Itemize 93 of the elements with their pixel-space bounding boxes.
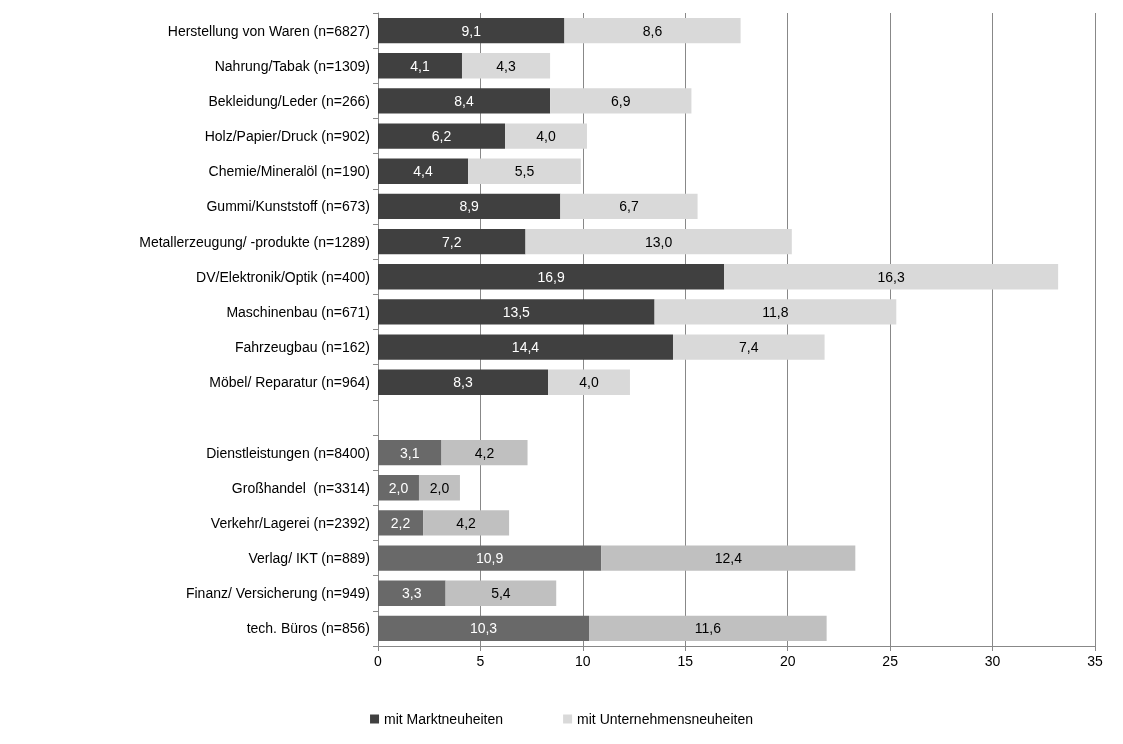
data-label: 8,9 xyxy=(459,198,480,215)
bar xyxy=(550,88,692,114)
data-label: 11,6 xyxy=(694,620,722,637)
bar xyxy=(378,580,446,606)
data-label: 8,3 xyxy=(453,374,473,391)
data-label: 6,2 xyxy=(431,128,452,145)
bar xyxy=(461,53,551,79)
x-tick-label: 30 xyxy=(984,653,1001,669)
data-label: 5,5 xyxy=(514,163,535,180)
data-label: 16,9 xyxy=(537,268,565,285)
y-tick-label: Dienstleistungen (n=8400) xyxy=(206,444,370,461)
data-label: 6,9 xyxy=(611,92,631,109)
y-tick-label: Chemie/Mineralöl (n=190) xyxy=(208,163,370,180)
bar xyxy=(601,545,856,571)
x-tick-label: 10 xyxy=(575,653,591,669)
data-label: 11,8 xyxy=(762,303,789,320)
bar xyxy=(445,580,557,606)
data-label: 3,3 xyxy=(402,585,422,602)
bar xyxy=(441,439,528,466)
data-label: 4,4 xyxy=(413,163,434,180)
data-label: 4,2 xyxy=(456,514,477,531)
bar xyxy=(378,88,551,114)
data-label: 4,2 xyxy=(474,444,495,461)
bar xyxy=(378,123,506,149)
bar xyxy=(378,334,673,360)
bar xyxy=(378,17,565,44)
data-label: 9,1 xyxy=(461,22,482,39)
bar xyxy=(525,228,792,255)
bar xyxy=(378,193,561,220)
data-label: 5,4 xyxy=(491,585,511,602)
data-label: 4,0 xyxy=(579,374,599,391)
y-tick-label: Nahrung/Tabak (n=1309) xyxy=(214,57,370,74)
bar xyxy=(378,545,602,571)
y-tick-label: Finanz/ Versicherung (n=949) xyxy=(185,585,370,602)
y-tick-label: tech. Büros (n=856) xyxy=(246,620,370,637)
data-label: 8,4 xyxy=(454,92,474,109)
bar xyxy=(589,615,827,642)
bar xyxy=(378,299,655,325)
data-label: 16,3 xyxy=(877,268,905,285)
bar xyxy=(378,228,526,255)
x-tick-label: 25 xyxy=(882,653,899,669)
bar xyxy=(724,264,1059,290)
bar xyxy=(564,17,741,44)
data-label: 6,7 xyxy=(619,198,639,215)
data-label: 3,1 xyxy=(400,444,420,461)
bar xyxy=(378,615,589,642)
data-label: 4,3 xyxy=(496,57,516,74)
y-tick-label: Holz/Papier/Druck (n=902) xyxy=(204,128,370,145)
x-tick-label: 35 xyxy=(1087,653,1103,669)
data-label: 7,2 xyxy=(442,233,462,250)
y-tick-label: Großhandel (n=3314) xyxy=(231,479,370,496)
y-tick-label: Bekleidung/Leder (n=266) xyxy=(208,92,370,109)
data-label: 10,9 xyxy=(476,550,504,567)
data-label: 8,6 xyxy=(642,22,663,39)
y-tick-label: Metallerzeugung/ -produkte (n=1289) xyxy=(139,233,370,250)
y-tick-label: Maschinenbau (n=671) xyxy=(226,303,370,320)
data-label: 14,4 xyxy=(511,339,540,356)
x-tick-label: 20 xyxy=(779,653,796,669)
legend-label: mit Marktneuheiten xyxy=(384,711,504,727)
data-label: 7,4 xyxy=(739,339,759,356)
data-label: 10,3 xyxy=(469,620,498,637)
bar xyxy=(654,299,897,325)
bar xyxy=(378,439,442,466)
bar xyxy=(560,193,698,220)
bar xyxy=(423,510,510,536)
y-tick-label: DV/Elektronik/Optik (n=400) xyxy=(196,268,370,285)
bar xyxy=(378,53,462,79)
y-tick-label: Gummi/Kunststoff (n=673) xyxy=(206,198,370,215)
y-tick-label: Verlag/ IKT (n=889) xyxy=(248,550,370,567)
data-label: 2,0 xyxy=(388,479,409,496)
y-tick-label: Verkehr/Lagerei (n=2392) xyxy=(210,514,370,531)
bar xyxy=(468,158,581,184)
y-tick-label: Fahrzeugbau (n=162) xyxy=(234,339,370,356)
y-tick-label: Möbel/ Reparatur (n=964) xyxy=(209,374,370,391)
bar xyxy=(505,123,587,149)
bar xyxy=(548,369,630,395)
legend-label: mit Unternehmensneuheiten xyxy=(577,711,753,727)
y-tick-label: Herstellung von Waren (n=6827) xyxy=(167,22,370,39)
data-label: 12,4 xyxy=(714,550,743,567)
bar xyxy=(378,369,549,395)
data-label: 4,1 xyxy=(410,57,430,74)
data-label: 13,5 xyxy=(502,303,531,320)
x-tick-label: 0 xyxy=(374,653,383,669)
x-tick-label: 15 xyxy=(677,653,694,669)
bar xyxy=(378,158,469,184)
data-label: 4,0 xyxy=(536,128,556,145)
data-label: 2,2 xyxy=(390,514,411,531)
data-label: 13,0 xyxy=(645,233,673,250)
bar xyxy=(378,510,424,536)
bar xyxy=(672,334,825,360)
x-tick-label: 5 xyxy=(476,653,485,669)
bar xyxy=(378,264,725,290)
data-label: 2,0 xyxy=(429,479,450,496)
